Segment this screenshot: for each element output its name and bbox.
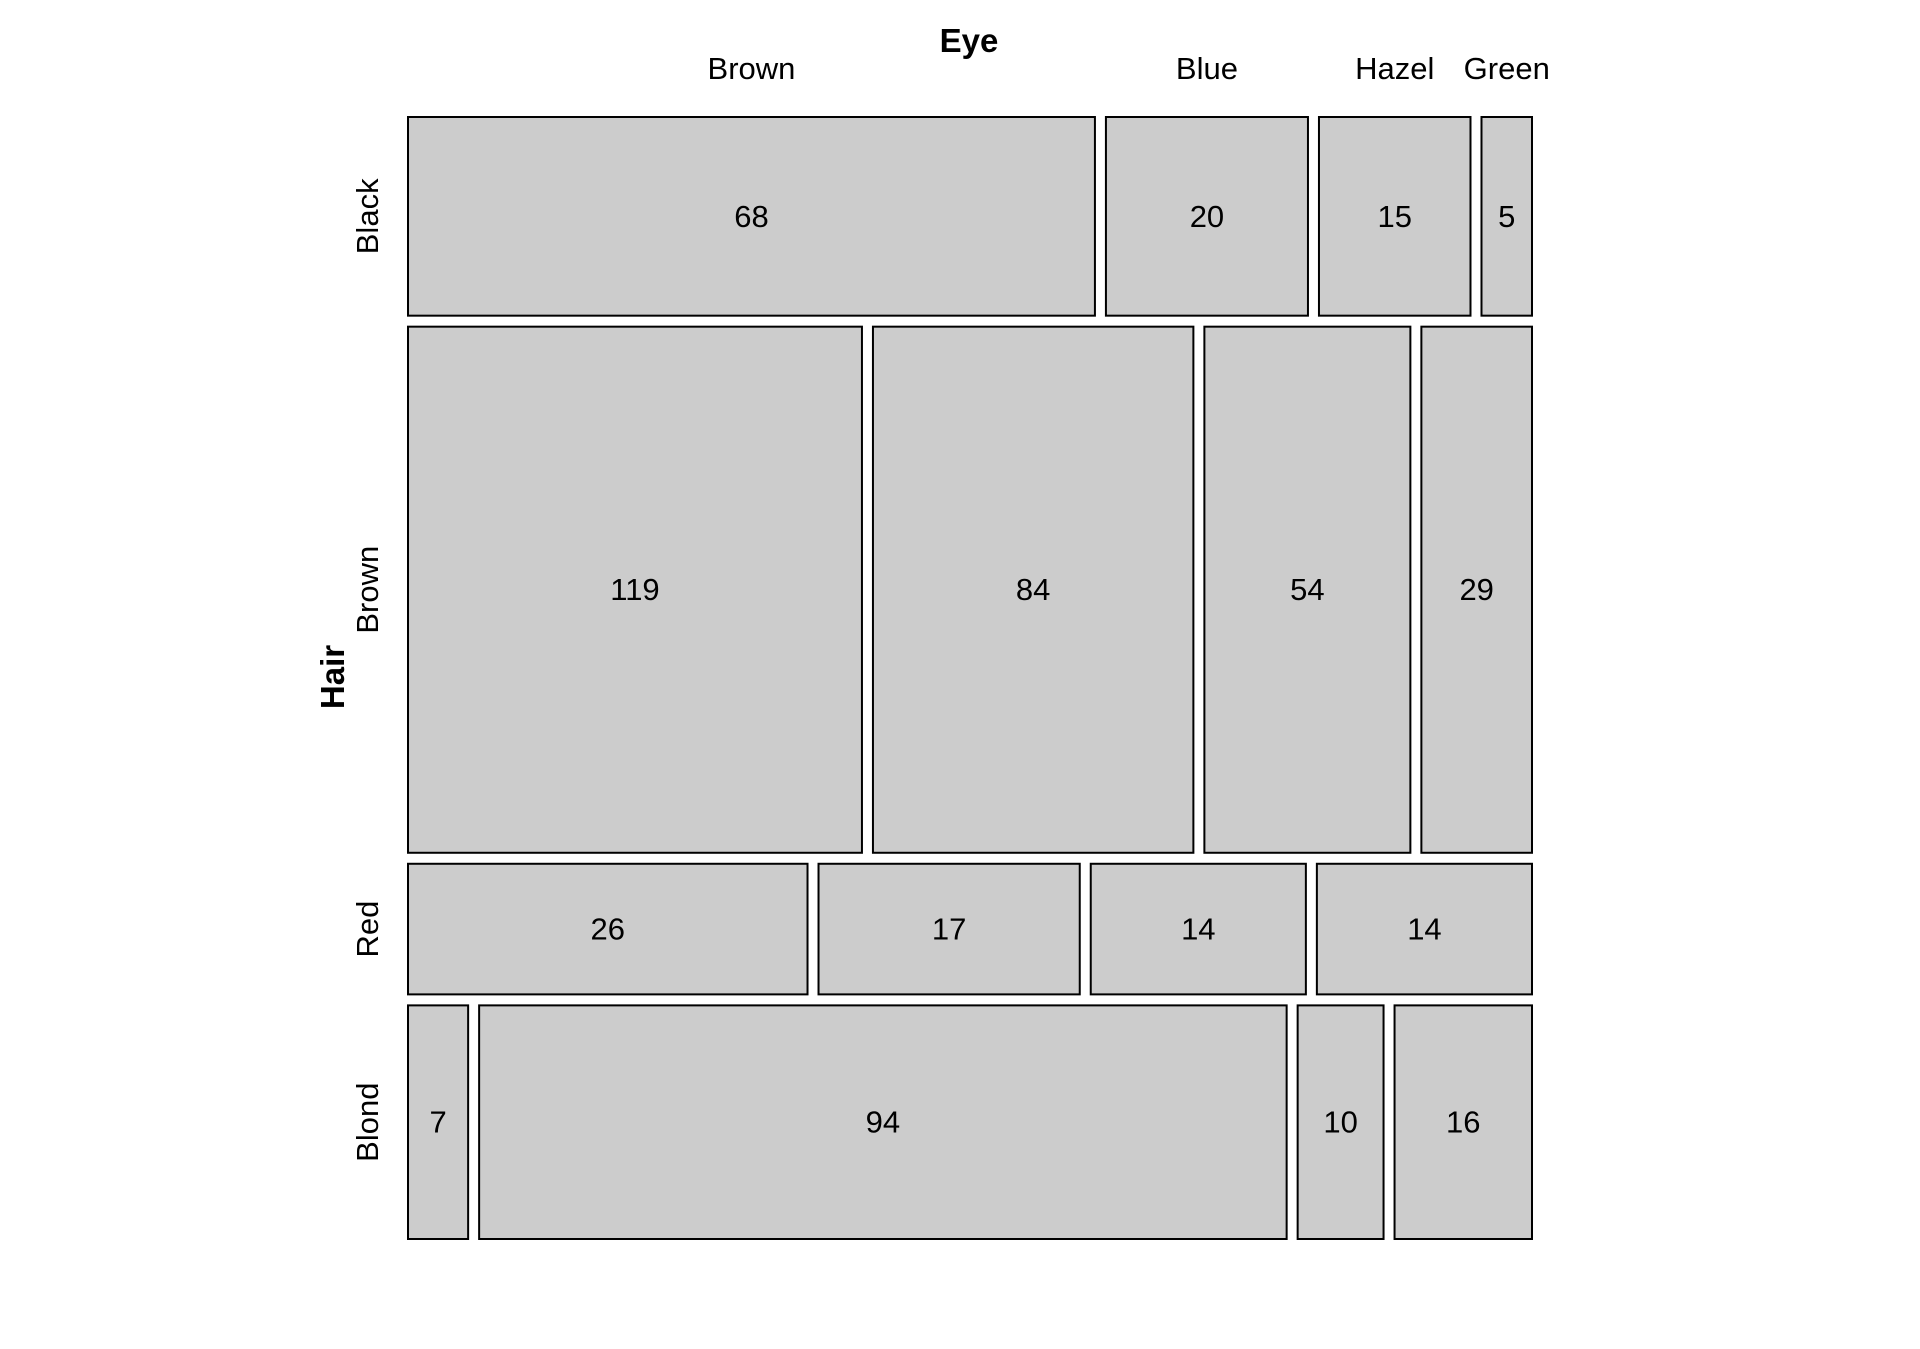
cell-count-label: 15 bbox=[1377, 199, 1411, 234]
cell-count-label: 54 bbox=[1290, 572, 1324, 607]
mosaic-tile bbox=[407, 325, 863, 854]
cell-count-label: 84 bbox=[1016, 572, 1050, 607]
cell-count-label: 119 bbox=[610, 572, 659, 607]
row-level-label: Black bbox=[350, 178, 385, 254]
cell-count-label: 14 bbox=[1181, 912, 1215, 947]
col-level-labels: Brown Blue Hazel Green bbox=[708, 51, 1550, 86]
cell-count-label: 20 bbox=[1190, 199, 1224, 234]
mosaic-tiles bbox=[407, 116, 1534, 1240]
mosaic-tile bbox=[407, 862, 809, 996]
mosaic-tile bbox=[817, 862, 1081, 996]
col-level-label: Brown bbox=[708, 51, 796, 86]
row-level-label: Red bbox=[350, 901, 385, 958]
mosaic-tile bbox=[1203, 325, 1412, 854]
col-level-label: Blue bbox=[1176, 51, 1238, 86]
cell-count-label: 7 bbox=[429, 1105, 446, 1140]
mosaic-tile bbox=[871, 325, 1195, 854]
row-level-labels: Black Brown Red Blond bbox=[350, 178, 385, 1162]
mosaic-tile bbox=[407, 1004, 470, 1240]
cell-count-label: 5 bbox=[1498, 199, 1515, 234]
cell-count-label: 17 bbox=[932, 912, 966, 947]
mosaic-tile bbox=[1089, 862, 1307, 996]
mosaic-cell-labels: 68 20 15 5 119 84 54 29 26 17 14 14 7 94 10 16 bbox=[429, 199, 1515, 1140]
row-variable-title: Hair bbox=[314, 645, 351, 709]
mosaic-tile bbox=[478, 1004, 1288, 1240]
mosaic-tile bbox=[1104, 116, 1309, 317]
cell-count-label: 68 bbox=[734, 199, 768, 234]
mosaic-tile bbox=[1296, 1004, 1385, 1240]
cell-count-label: 94 bbox=[866, 1105, 900, 1140]
mosaic-tile bbox=[407, 116, 1096, 317]
cell-count-label: 26 bbox=[591, 912, 625, 947]
col-level-label: Green bbox=[1464, 51, 1550, 86]
mosaic-tile bbox=[1393, 1004, 1533, 1240]
cell-count-label: 29 bbox=[1459, 572, 1493, 607]
cell-count-label: 16 bbox=[1446, 1105, 1480, 1140]
col-level-label: Hazel bbox=[1355, 51, 1434, 86]
row-level-label: Blond bbox=[350, 1083, 385, 1162]
mosaic-tile bbox=[1317, 116, 1472, 317]
mosaic-tile bbox=[1315, 862, 1534, 996]
cell-count-label: 14 bbox=[1407, 912, 1441, 947]
mosaic-tile bbox=[1480, 116, 1533, 317]
cell-count-label: 10 bbox=[1323, 1105, 1357, 1140]
col-variable-title: Eye bbox=[940, 22, 999, 59]
mosaic-tile bbox=[1420, 325, 1534, 854]
row-level-label: Brown bbox=[350, 546, 385, 634]
